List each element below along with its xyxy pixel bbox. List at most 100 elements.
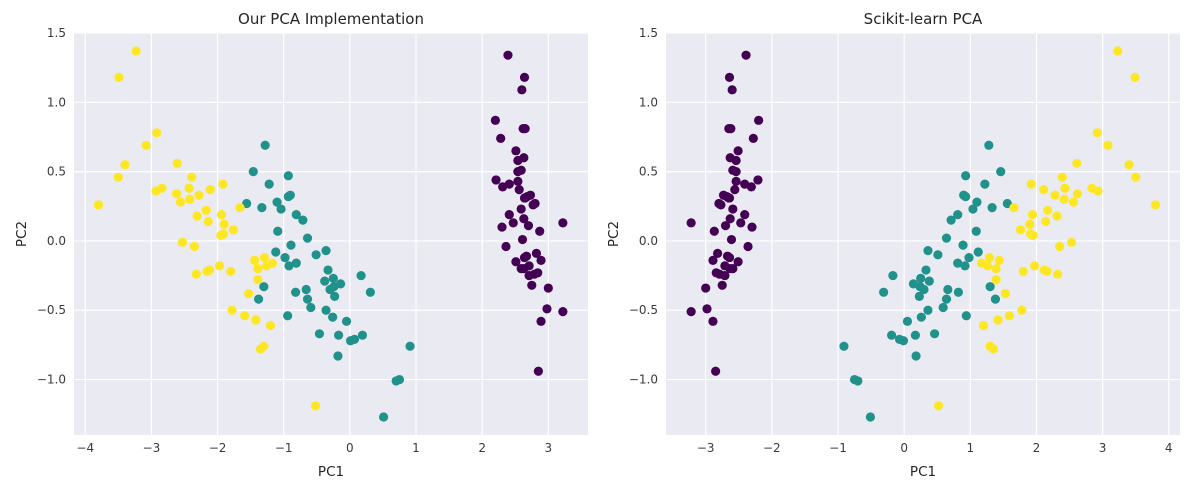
chart-title: Our PCA Implementation (238, 10, 424, 28)
data-point-class-2 (1057, 172, 1067, 182)
data-point-class-2 (175, 197, 186, 207)
data-point-class-0 (728, 264, 738, 274)
data-point-class-1 (320, 276, 330, 286)
data-point-class-2 (1041, 216, 1051, 227)
data-point-class-1 (276, 204, 286, 214)
data-point-class-0 (686, 307, 696, 317)
data-point-class-0 (519, 193, 530, 203)
data-point-class-0 (513, 176, 523, 186)
data-point-class-2 (218, 179, 228, 189)
data-point-class-0 (517, 234, 528, 245)
data-point-class-0 (708, 255, 718, 265)
data-point-class-1 (943, 284, 953, 295)
data-point-class-0 (533, 268, 543, 278)
data-point-class-0 (733, 257, 743, 267)
data-point-class-2 (1066, 237, 1077, 247)
data-point-class-0 (725, 214, 735, 224)
x-tick-label: −1 (829, 441, 847, 455)
data-point-class-1 (941, 294, 952, 304)
data-point-class-1 (314, 329, 325, 339)
subplot-2: −3 −2 −1 0 1 2 3 4 −1.0 −0.5 0.0 0.5 1.0 1.5 Scikit-le… (606, 10, 1180, 480)
data-point-class-2 (93, 200, 104, 210)
data-point-class-0 (516, 264, 526, 274)
data-point-class-1 (405, 341, 415, 351)
data-point-class-2 (201, 205, 211, 216)
data-point-class-0 (536, 255, 546, 265)
data-point-class-2 (187, 172, 197, 182)
data-point-class-1 (888, 270, 898, 281)
data-point-class-1 (356, 270, 366, 281)
x-axis-label: PC1 (318, 464, 344, 480)
data-point-class-0 (720, 221, 731, 231)
data-point-class-2 (253, 275, 263, 285)
data-point-class-0 (741, 50, 751, 60)
data-point-class-0 (724, 193, 735, 203)
data-point-class-1 (311, 250, 321, 260)
y-tick-label: 0.0 (47, 234, 66, 248)
data-point-class-2 (192, 211, 202, 221)
data-point-class-1 (919, 284, 929, 295)
data-point-class-2 (1060, 183, 1070, 193)
data-point-class-1 (958, 240, 968, 250)
data-point-class-1 (242, 198, 252, 209)
data-point-class-1 (923, 305, 933, 315)
data-point-class-2 (1027, 209, 1038, 220)
data-point-class-0 (528, 200, 538, 210)
data-point-class-0 (748, 133, 758, 143)
data-point-class-0 (527, 280, 537, 290)
data-point-class-0 (531, 248, 542, 259)
data-point-class-2 (1025, 219, 1035, 229)
y-tick-label: 1.5 (639, 26, 658, 40)
data-point-class-1 (987, 203, 997, 213)
data-point-class-1 (853, 376, 863, 386)
data-point-class-1 (971, 226, 981, 236)
data-point-class-2 (1087, 183, 1097, 193)
data-point-class-2 (1042, 266, 1052, 277)
data-point-class-2 (141, 140, 151, 150)
data-point-class-2 (226, 266, 236, 277)
data-point-class-0 (731, 155, 741, 166)
chart-title: Scikit-learn PCA (864, 10, 983, 28)
x-tick-label: −2 (209, 441, 227, 455)
data-point-class-0 (724, 72, 735, 82)
data-point-class-0 (536, 316, 546, 326)
data-point-class-0 (513, 155, 523, 166)
data-point-class-0 (702, 304, 712, 314)
data-point-class-2 (1018, 266, 1028, 277)
data-point-class-0 (533, 366, 543, 376)
data-point-class-0 (508, 218, 518, 228)
data-point-class-2 (228, 225, 239, 235)
data-point-class-0 (504, 179, 514, 189)
y-axis-label: PC2 (14, 221, 30, 247)
data-point-class-0 (503, 50, 513, 60)
x-tick-label: −4 (76, 441, 94, 455)
data-point-class-2 (227, 305, 237, 315)
data-point-class-1 (291, 287, 301, 297)
data-point-class-0 (558, 218, 568, 228)
data-point-class-2 (1039, 185, 1049, 195)
x-tick-label: 0 (346, 441, 354, 455)
data-point-class-1 (349, 334, 360, 344)
y-tick-label: 1.0 (47, 95, 66, 109)
data-point-class-0 (726, 234, 737, 245)
data-point-class-2 (1059, 194, 1069, 204)
data-point-class-0 (519, 214, 529, 224)
data-point-class-0 (708, 316, 718, 326)
x-tick-label: −2 (763, 441, 781, 455)
data-point-class-0 (519, 252, 530, 263)
data-point-class-2 (994, 255, 1005, 265)
data-point-class-1 (953, 287, 963, 297)
data-point-class-1 (921, 265, 931, 275)
data-point-class-0 (724, 252, 735, 263)
data-point-class-1 (879, 287, 889, 297)
data-point-class-1 (291, 209, 301, 220)
data-point-class-2 (218, 229, 229, 239)
data-point-class-0 (711, 268, 721, 278)
data-point-class-1 (264, 179, 274, 189)
data-point-class-0 (731, 167, 741, 177)
data-point-class-1 (298, 215, 308, 225)
data-point-class-2 (985, 341, 995, 351)
x-tick-label: 1 (412, 441, 420, 455)
data-point-class-0 (497, 222, 507, 232)
